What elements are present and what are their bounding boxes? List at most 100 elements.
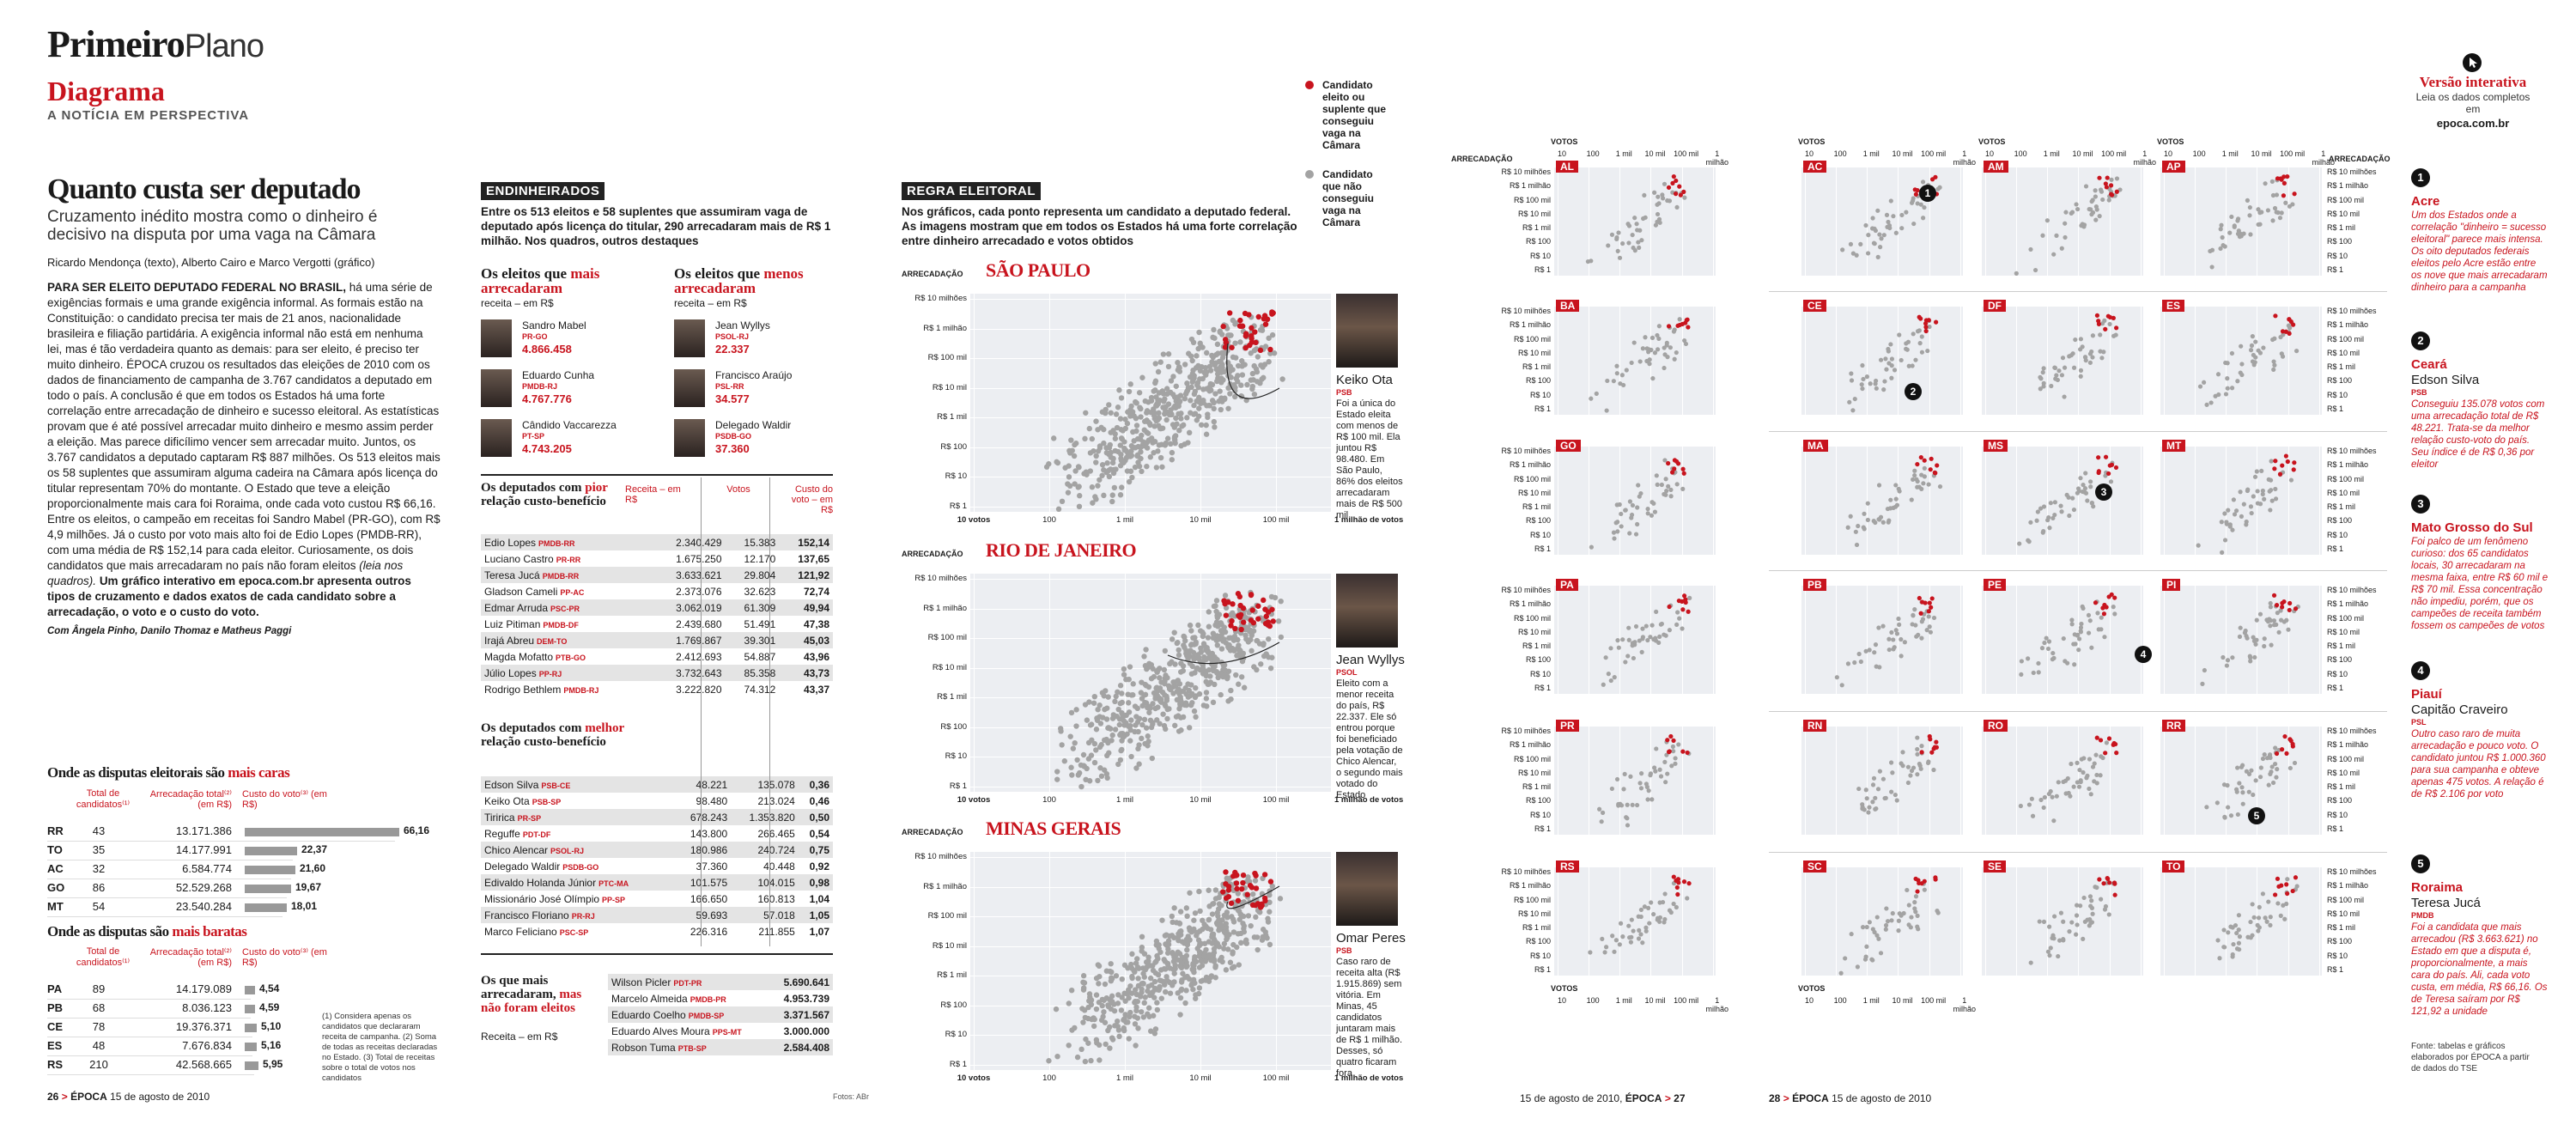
elected-dot xyxy=(1918,611,1923,616)
candidate-dot xyxy=(2054,794,2059,799)
best-title: Os deputados com melhor relação custo-be… xyxy=(481,721,627,749)
legend-gray-text: Candidato que não conseguiu vaga na Câma… xyxy=(1322,168,1375,228)
candidate-dot xyxy=(2267,752,2273,757)
candidate-dot xyxy=(1208,973,1215,979)
value-cell: 12.170 xyxy=(744,552,776,565)
value-cell: 2.340.429 xyxy=(651,534,726,550)
elected-dot xyxy=(1240,872,1247,879)
candidate-dot xyxy=(1850,408,1856,413)
mini-vline xyxy=(2109,447,2111,555)
candidate-dot xyxy=(1194,353,1200,359)
candidate-dot xyxy=(1617,255,1623,260)
marker-badge: 2 xyxy=(1905,383,1922,400)
elected-dot xyxy=(2272,466,2277,471)
candidate-dot xyxy=(1856,651,1862,657)
y-tick: R$ 100 xyxy=(940,721,967,732)
person-party: PSOL-RJ xyxy=(715,332,750,341)
candidate-dot xyxy=(1608,646,1613,651)
candidate-dot xyxy=(1081,763,1088,769)
candidate-dot xyxy=(2244,522,2249,527)
deputy-name: Gladson Cameli xyxy=(484,585,558,598)
candidate-dot xyxy=(1899,761,1904,766)
elected-dot xyxy=(2291,322,2296,327)
candidate-dot xyxy=(1176,403,1182,410)
person-value: 34.577 xyxy=(715,392,750,405)
candidate-dot xyxy=(2098,187,2104,192)
candidate-dot xyxy=(1076,503,1083,510)
mini-scatter xyxy=(2014,175,2123,276)
table-row: Reguffe PDT-DF 143.800 266.465 0,54 xyxy=(481,825,833,842)
candidate-dot xyxy=(2269,642,2274,648)
candidate-dot xyxy=(1148,394,1155,401)
candidate-dot xyxy=(1078,1046,1084,1053)
elected-dot xyxy=(1249,332,1255,339)
candidate-dot xyxy=(2239,785,2245,790)
candidate-dot xyxy=(1132,1000,1138,1006)
candidate-dot xyxy=(1121,459,1127,465)
candidate-dot xyxy=(1116,1033,1122,1040)
candidate-dot xyxy=(1133,987,1139,993)
candidate-dot xyxy=(1169,636,1176,642)
candidate-dot xyxy=(1093,992,1100,998)
elected-dot xyxy=(1680,599,1685,604)
candidate-dot xyxy=(1138,455,1144,462)
candidate-dot xyxy=(1176,647,1182,654)
value-cell: 180.986 xyxy=(674,842,732,858)
candidate-dot xyxy=(1191,375,1197,381)
elected-dot xyxy=(1667,749,1672,755)
value-cell: 240.724 xyxy=(731,842,799,858)
candidate-dot xyxy=(1109,738,1115,744)
candidate-dot xyxy=(1875,787,1881,792)
candidate-dot xyxy=(2082,486,2088,491)
candidate-dot xyxy=(2047,526,2052,531)
candidate-dot xyxy=(2197,384,2203,389)
candidate-dot xyxy=(1067,733,1073,739)
candidate-dot xyxy=(1227,635,1234,641)
candidate-dot xyxy=(2069,920,2075,925)
sidebar-link[interactable]: epoca.com.br xyxy=(2436,117,2510,130)
candidate-dot xyxy=(1884,367,1889,372)
candidate-dot xyxy=(1626,625,1631,630)
mini-x-tick: 10 xyxy=(1557,149,1566,158)
candidate-dot xyxy=(1068,709,1075,716)
candidate-dot xyxy=(1143,647,1149,653)
candidate-dot xyxy=(2257,611,2263,617)
y-tick: R$ 1 mil xyxy=(937,692,967,702)
candidate-dot xyxy=(1225,645,1232,651)
candidate-dot xyxy=(1180,970,1186,976)
candidate-dot xyxy=(1089,435,1096,442)
candidate-dot xyxy=(1236,642,1242,648)
candidate-dot xyxy=(1206,887,1212,893)
value-cell: 0,92 xyxy=(809,860,829,873)
candidate-dot xyxy=(1154,1006,1161,1013)
candidate-dot xyxy=(1178,416,1184,422)
candidate-dot xyxy=(1196,888,1202,895)
mini-y-tick: R$ 1 mil xyxy=(1522,362,1551,372)
candidate-dot xyxy=(1155,704,1161,710)
candidate-dot xyxy=(1190,986,1196,993)
candidate-dot xyxy=(1925,348,1930,354)
candidate-dot xyxy=(1651,911,1656,917)
candidate-dot xyxy=(1603,655,1608,660)
state-title: SÃO PAULO xyxy=(986,259,1091,281)
y-tick: R$ 1 mil xyxy=(937,412,967,423)
candidate-dot xyxy=(1103,716,1110,722)
elected-dot xyxy=(1248,617,1255,623)
candidate-dot xyxy=(1153,417,1159,424)
mini-y-tick: R$ 100 mil xyxy=(1513,195,1551,204)
candidate-dot xyxy=(2059,509,2064,514)
candidate-dot xyxy=(1249,648,1255,654)
candidate-dot xyxy=(2019,672,2024,678)
candidate-dot xyxy=(2045,949,2051,954)
grid-y-axis-label-right: ARRECADAÇÃO xyxy=(2329,155,2391,163)
worst-title: Os deputados com pior relação custo-bene… xyxy=(481,481,610,508)
elected-dot xyxy=(2287,600,2293,606)
candidate-dot xyxy=(1227,959,1234,965)
candidate-dot xyxy=(1880,520,1886,525)
candidate-dot xyxy=(1072,739,1078,746)
candidate-dot xyxy=(2050,650,2056,656)
candidate-dot xyxy=(1915,746,1920,752)
candidate-dot xyxy=(1087,468,1093,474)
mini-vline xyxy=(1650,867,1652,976)
mini-vline xyxy=(2109,727,2111,835)
